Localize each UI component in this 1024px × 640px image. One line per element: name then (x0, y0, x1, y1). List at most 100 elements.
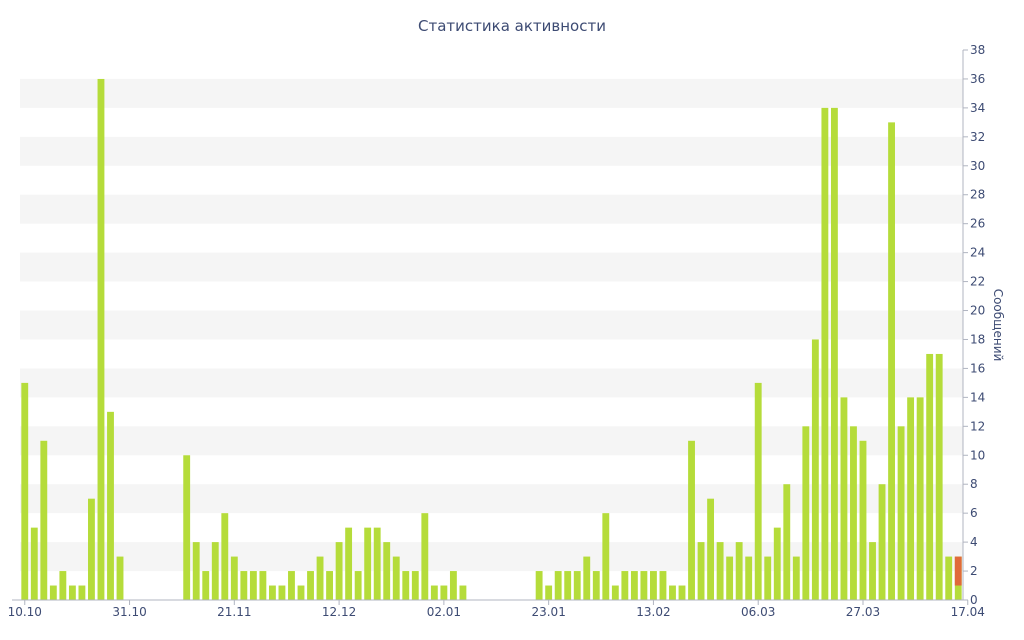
bar[interactable] (116, 556, 124, 600)
y-tick-label: 22 (970, 275, 985, 289)
bar[interactable] (49, 585, 57, 600)
bar[interactable] (726, 556, 734, 600)
grid-band (20, 194, 963, 224)
y-tick-label: 18 (970, 332, 985, 346)
y-tick-label: 6 (970, 506, 978, 520)
y-tick-label: 20 (970, 304, 985, 318)
bar[interactable] (707, 498, 715, 600)
bar[interactable] (764, 556, 772, 600)
bar[interactable] (421, 513, 429, 600)
bar[interactable] (716, 542, 724, 600)
bar-highlight[interactable] (954, 556, 962, 586)
bar[interactable] (326, 571, 333, 600)
bar[interactable] (249, 571, 257, 600)
bar[interactable] (754, 382, 762, 600)
bar[interactable] (783, 484, 791, 600)
bar[interactable] (583, 556, 591, 600)
bar[interactable] (278, 585, 286, 600)
bar[interactable] (888, 122, 895, 601)
bar[interactable] (259, 571, 267, 600)
bar[interactable] (354, 571, 362, 600)
bar[interactable] (545, 585, 553, 600)
bar[interactable] (88, 498, 95, 600)
bar[interactable] (240, 571, 248, 600)
bar[interactable] (211, 542, 219, 600)
bar[interactable] (554, 571, 562, 600)
bar[interactable] (792, 556, 800, 600)
bar[interactable] (935, 353, 943, 600)
bar[interactable] (68, 585, 76, 600)
bar[interactable] (602, 513, 610, 600)
bar[interactable] (373, 527, 381, 600)
bar[interactable] (840, 397, 848, 600)
bar[interactable] (59, 571, 67, 600)
grid-band (20, 368, 963, 398)
x-tick-label: 23.01 (531, 605, 565, 619)
bar[interactable] (678, 585, 686, 600)
bar[interactable] (449, 571, 457, 600)
bar[interactable] (221, 513, 229, 600)
bar[interactable] (30, 527, 38, 600)
bar[interactable] (821, 107, 829, 600)
bar[interactable] (916, 397, 924, 600)
y-axis-label: Сообщений (991, 289, 1005, 362)
bar[interactable] (107, 411, 114, 600)
bar[interactable] (659, 571, 667, 600)
bar[interactable] (859, 440, 867, 600)
grid-band (20, 310, 963, 340)
bar[interactable] (735, 542, 743, 600)
bar[interactable] (811, 339, 819, 600)
bar[interactable] (183, 455, 191, 600)
bar[interactable] (40, 440, 48, 600)
bar[interactable] (230, 556, 238, 600)
bar[interactable] (288, 571, 295, 600)
bar[interactable] (869, 542, 876, 600)
bars (21, 78, 962, 601)
bar[interactable] (345, 527, 353, 600)
bar[interactable] (78, 585, 86, 600)
bar[interactable] (697, 542, 705, 600)
bar[interactable] (440, 585, 448, 600)
bar[interactable] (97, 78, 105, 600)
bar[interactable] (897, 426, 905, 600)
bar[interactable] (573, 571, 581, 600)
bar[interactable] (383, 542, 391, 600)
bar[interactable] (611, 585, 619, 600)
bar[interactable] (688, 440, 695, 600)
bar[interactable] (745, 556, 753, 600)
bar[interactable] (640, 571, 648, 600)
bar[interactable] (316, 556, 324, 600)
bar[interactable] (630, 571, 638, 600)
bar[interactable] (564, 571, 572, 600)
bar[interactable] (802, 426, 810, 600)
bar[interactable] (830, 107, 838, 600)
bar[interactable] (650, 571, 657, 600)
bar[interactable] (907, 397, 915, 600)
bar[interactable] (535, 571, 543, 600)
x-tick-label: 02.01 (427, 605, 461, 619)
bar[interactable] (411, 571, 419, 600)
bar[interactable] (202, 571, 210, 600)
bar[interactable] (335, 542, 343, 600)
bar[interactable] (364, 527, 372, 600)
bar[interactable] (878, 484, 886, 600)
bar[interactable] (621, 571, 629, 600)
bar[interactable] (459, 585, 467, 600)
bar[interactable] (850, 426, 857, 600)
bar[interactable] (402, 571, 410, 600)
bar[interactable] (926, 353, 934, 600)
bar[interactable] (430, 585, 438, 600)
y-tick-label: 34 (970, 101, 985, 115)
bar[interactable] (773, 527, 781, 600)
y-tick-label: 28 (970, 188, 985, 202)
bar[interactable] (192, 542, 200, 600)
bar[interactable] (268, 585, 276, 600)
bar[interactable] (945, 556, 953, 600)
bar[interactable] (592, 571, 600, 600)
bar[interactable] (392, 556, 400, 600)
bar[interactable] (669, 585, 676, 600)
bar[interactable] (297, 585, 305, 600)
bar[interactable] (307, 571, 314, 600)
bar[interactable] (21, 382, 29, 600)
